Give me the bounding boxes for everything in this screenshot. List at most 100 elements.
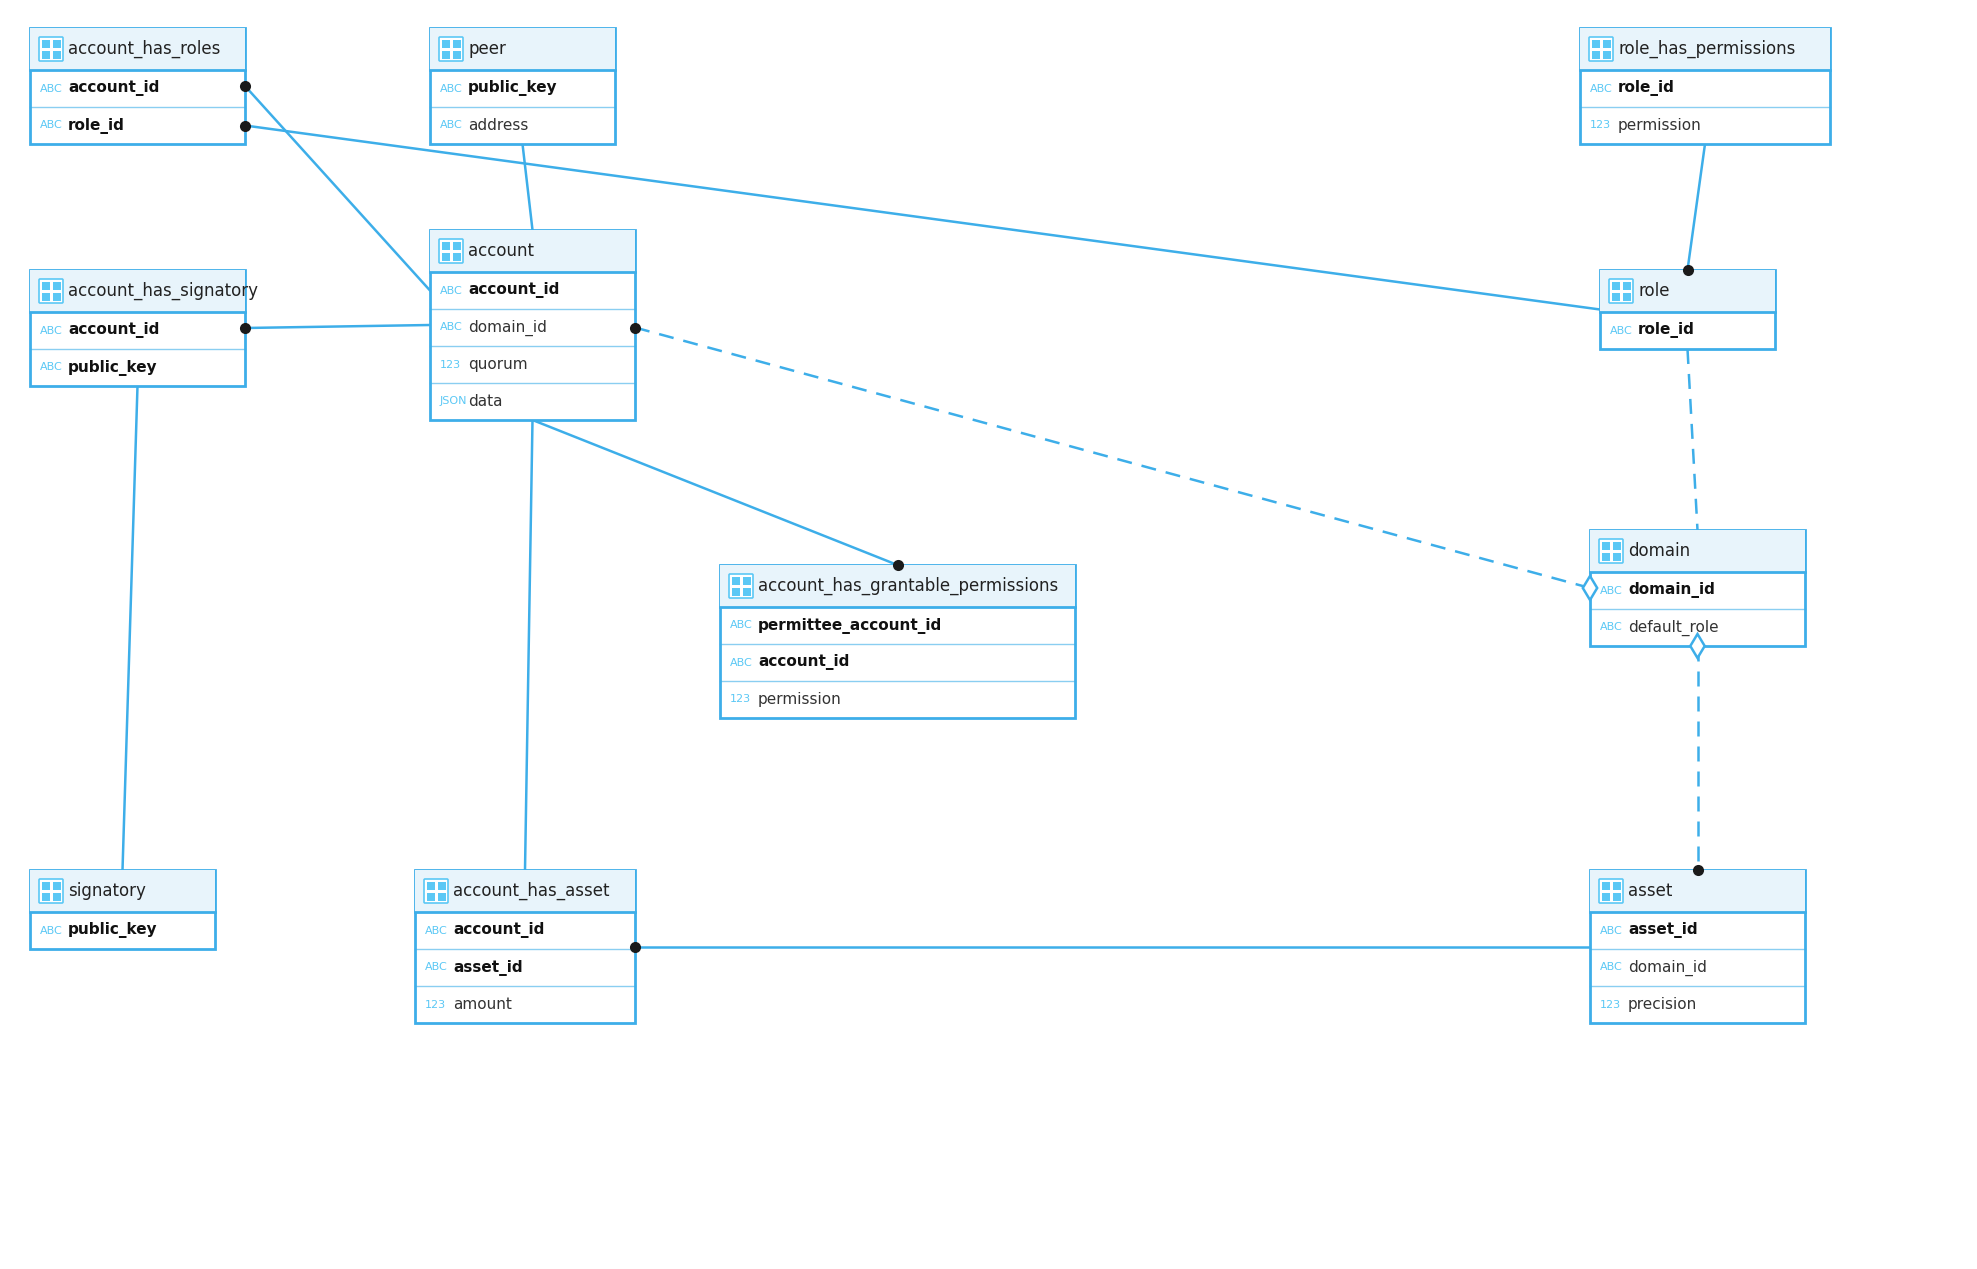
FancyBboxPatch shape bbox=[743, 588, 751, 596]
FancyBboxPatch shape bbox=[1609, 279, 1633, 303]
Text: public_key: public_key bbox=[67, 923, 158, 939]
FancyBboxPatch shape bbox=[1599, 270, 1775, 312]
Text: domain_id: domain_id bbox=[469, 320, 548, 335]
FancyBboxPatch shape bbox=[720, 565, 1075, 607]
Text: account_id: account_id bbox=[453, 923, 544, 939]
Text: ABC: ABC bbox=[1599, 585, 1623, 595]
FancyBboxPatch shape bbox=[453, 253, 461, 261]
FancyBboxPatch shape bbox=[1590, 37, 1613, 61]
Text: asset_id: asset_id bbox=[1627, 923, 1698, 939]
FancyBboxPatch shape bbox=[443, 253, 451, 261]
FancyBboxPatch shape bbox=[1599, 270, 1775, 349]
FancyBboxPatch shape bbox=[30, 28, 245, 70]
FancyBboxPatch shape bbox=[439, 239, 463, 263]
FancyBboxPatch shape bbox=[1591, 41, 1599, 48]
FancyBboxPatch shape bbox=[431, 230, 635, 420]
Text: ABC: ABC bbox=[1609, 326, 1633, 335]
Text: asset_id: asset_id bbox=[453, 959, 522, 976]
Text: account_id: account_id bbox=[67, 322, 160, 339]
Text: peer: peer bbox=[469, 41, 506, 58]
Text: permittee_account_id: permittee_account_id bbox=[757, 618, 943, 633]
FancyBboxPatch shape bbox=[1623, 282, 1631, 291]
FancyBboxPatch shape bbox=[453, 242, 461, 250]
FancyBboxPatch shape bbox=[439, 893, 447, 901]
Text: ABC: ABC bbox=[441, 286, 463, 296]
Text: ABC: ABC bbox=[441, 84, 463, 94]
FancyBboxPatch shape bbox=[1601, 893, 1609, 901]
Text: ABC: ABC bbox=[1599, 623, 1623, 632]
Text: public_key: public_key bbox=[469, 80, 558, 96]
FancyBboxPatch shape bbox=[431, 230, 635, 272]
Text: account_has_signatory: account_has_signatory bbox=[67, 282, 259, 301]
Text: ABC: ABC bbox=[425, 962, 447, 972]
Text: permission: permission bbox=[1617, 118, 1702, 133]
Text: account_id: account_id bbox=[469, 283, 559, 298]
FancyBboxPatch shape bbox=[453, 51, 461, 58]
FancyBboxPatch shape bbox=[1599, 539, 1623, 563]
FancyBboxPatch shape bbox=[42, 893, 49, 901]
Text: role: role bbox=[1639, 282, 1669, 299]
FancyBboxPatch shape bbox=[1601, 542, 1609, 549]
Text: ABC: ABC bbox=[1599, 925, 1623, 935]
FancyBboxPatch shape bbox=[453, 41, 461, 48]
Text: ABC: ABC bbox=[40, 326, 63, 335]
Text: ABC: ABC bbox=[441, 121, 463, 131]
FancyBboxPatch shape bbox=[1613, 553, 1621, 561]
FancyBboxPatch shape bbox=[1591, 51, 1599, 58]
FancyBboxPatch shape bbox=[1590, 530, 1805, 646]
Text: domain_id: domain_id bbox=[1627, 582, 1714, 599]
Text: role_id: role_id bbox=[67, 118, 125, 133]
Text: role_id: role_id bbox=[1639, 322, 1694, 339]
Text: address: address bbox=[469, 118, 528, 133]
FancyBboxPatch shape bbox=[439, 882, 447, 890]
Text: ABC: ABC bbox=[1599, 962, 1623, 972]
Text: amount: amount bbox=[453, 997, 512, 1011]
FancyBboxPatch shape bbox=[415, 871, 635, 912]
FancyBboxPatch shape bbox=[30, 871, 215, 912]
FancyBboxPatch shape bbox=[53, 882, 61, 890]
Text: ABC: ABC bbox=[425, 925, 447, 935]
FancyBboxPatch shape bbox=[40, 279, 63, 303]
FancyBboxPatch shape bbox=[431, 28, 615, 143]
Text: account_id: account_id bbox=[67, 80, 160, 96]
FancyBboxPatch shape bbox=[1603, 51, 1611, 58]
Polygon shape bbox=[1584, 576, 1597, 600]
FancyBboxPatch shape bbox=[42, 282, 49, 291]
Text: public_key: public_key bbox=[67, 359, 158, 376]
FancyBboxPatch shape bbox=[1613, 893, 1621, 901]
Text: signatory: signatory bbox=[67, 882, 146, 900]
FancyBboxPatch shape bbox=[30, 270, 245, 386]
Text: role_has_permissions: role_has_permissions bbox=[1617, 39, 1795, 58]
FancyBboxPatch shape bbox=[1590, 871, 1805, 912]
Text: 123: 123 bbox=[425, 1000, 447, 1010]
FancyBboxPatch shape bbox=[1601, 553, 1609, 561]
Text: 123: 123 bbox=[1590, 121, 1611, 131]
FancyBboxPatch shape bbox=[443, 242, 451, 250]
FancyBboxPatch shape bbox=[53, 51, 61, 58]
Text: domain_id: domain_id bbox=[1627, 959, 1706, 976]
Text: permission: permission bbox=[757, 692, 842, 707]
FancyBboxPatch shape bbox=[30, 28, 245, 143]
Text: account_has_roles: account_has_roles bbox=[67, 39, 219, 58]
FancyBboxPatch shape bbox=[53, 41, 61, 48]
FancyBboxPatch shape bbox=[730, 574, 753, 598]
FancyBboxPatch shape bbox=[731, 577, 739, 585]
FancyBboxPatch shape bbox=[423, 879, 449, 904]
FancyBboxPatch shape bbox=[443, 51, 451, 58]
FancyBboxPatch shape bbox=[40, 879, 63, 904]
FancyBboxPatch shape bbox=[42, 41, 49, 48]
FancyBboxPatch shape bbox=[1603, 41, 1611, 48]
FancyBboxPatch shape bbox=[1601, 882, 1609, 890]
FancyBboxPatch shape bbox=[1613, 882, 1621, 890]
Text: 123: 123 bbox=[441, 359, 461, 369]
FancyBboxPatch shape bbox=[1580, 28, 1831, 70]
FancyBboxPatch shape bbox=[443, 41, 451, 48]
Polygon shape bbox=[1690, 634, 1704, 659]
Text: ABC: ABC bbox=[40, 925, 63, 935]
FancyBboxPatch shape bbox=[53, 293, 61, 301]
FancyBboxPatch shape bbox=[40, 37, 63, 61]
Text: account: account bbox=[469, 242, 534, 260]
Text: ABC: ABC bbox=[40, 121, 63, 131]
Text: ABC: ABC bbox=[730, 621, 753, 631]
FancyBboxPatch shape bbox=[1623, 293, 1631, 301]
